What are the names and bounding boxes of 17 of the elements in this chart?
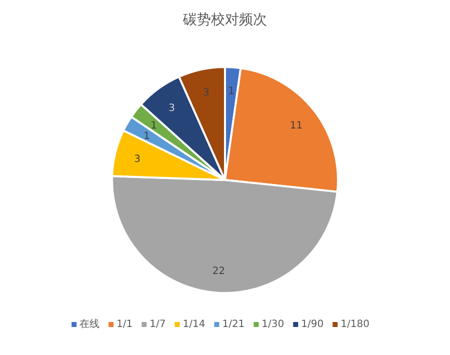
data-label: 11 [290, 120, 303, 132]
data-label: 3 [168, 102, 176, 114]
data-label: 1 [228, 86, 234, 97]
data-label: 1 [150, 120, 157, 132]
legend-label: 1/30 [262, 319, 284, 330]
legend-label: 1/14 [182, 319, 206, 330]
data-label: 22 [212, 266, 226, 278]
legend-label: 1/21 [222, 319, 245, 330]
legend-label: 1/1 [116, 319, 133, 330]
data-label: 1 [144, 130, 150, 142]
data-label: 3 [134, 154, 140, 166]
legend-label: 1/180 [340, 319, 370, 330]
chart-title: 碳势校对频次 [182, 12, 267, 28]
legend-label: 1/7 [150, 319, 166, 330]
legend-label: 在线 [80, 318, 100, 330]
data-label: 3 [203, 88, 210, 99]
legend-label: 1/90 [301, 319, 324, 330]
